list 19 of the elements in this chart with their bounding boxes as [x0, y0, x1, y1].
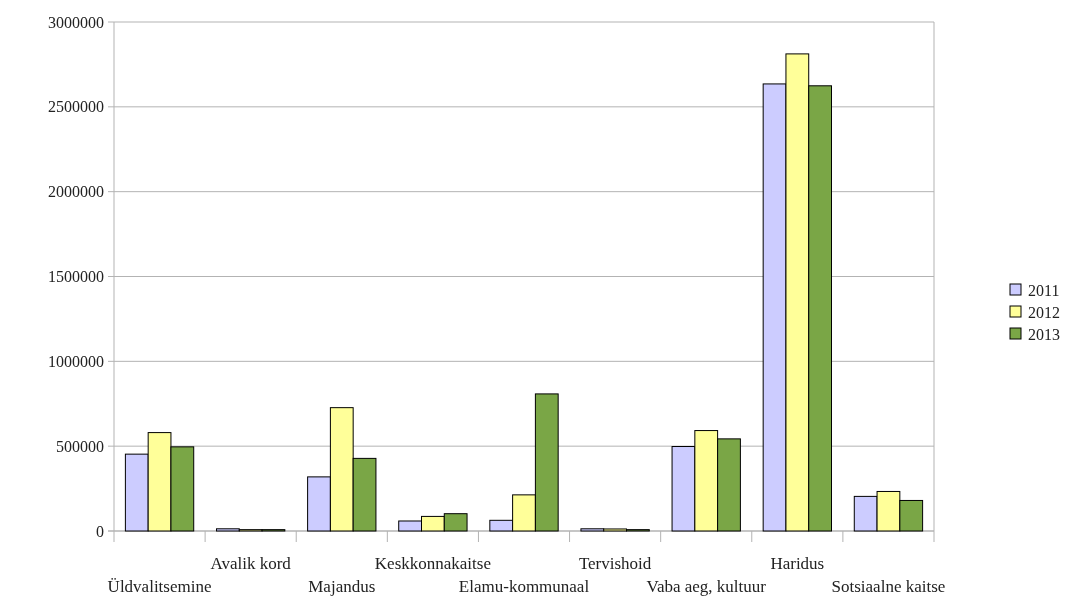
y-tick-label: 2500000 [48, 98, 104, 116]
y-tick-label: 500000 [56, 437, 104, 455]
x-tick-label: Üldvalitsemine [107, 577, 212, 596]
legend-label: 2011 [1028, 281, 1060, 299]
y-tick-label: 1500000 [48, 268, 104, 286]
y-tick-label: 3000000 [48, 13, 104, 31]
y-tick-label: 0 [96, 522, 104, 540]
legend-label: 2012 [1028, 303, 1060, 321]
y-tick-label: 2000000 [48, 183, 104, 201]
x-tick-label: Elamu-kommunaal [458, 577, 590, 596]
x-tick-label: Sotsiaalne kaitse [831, 577, 946, 596]
x-tick-label: Haridus [770, 554, 825, 573]
x-tick-label: Vaba aeg, kultuur [646, 577, 767, 596]
x-tick-label: Avalik kord [210, 554, 292, 573]
x-tick-label: Majandus [308, 577, 376, 596]
y-tick-label: 1000000 [48, 352, 104, 370]
legend-label: 2013 [1028, 325, 1060, 343]
x-tick-label: Keskkonnakaitse [374, 554, 491, 573]
x-tick-label: Tervishoid [578, 554, 652, 573]
